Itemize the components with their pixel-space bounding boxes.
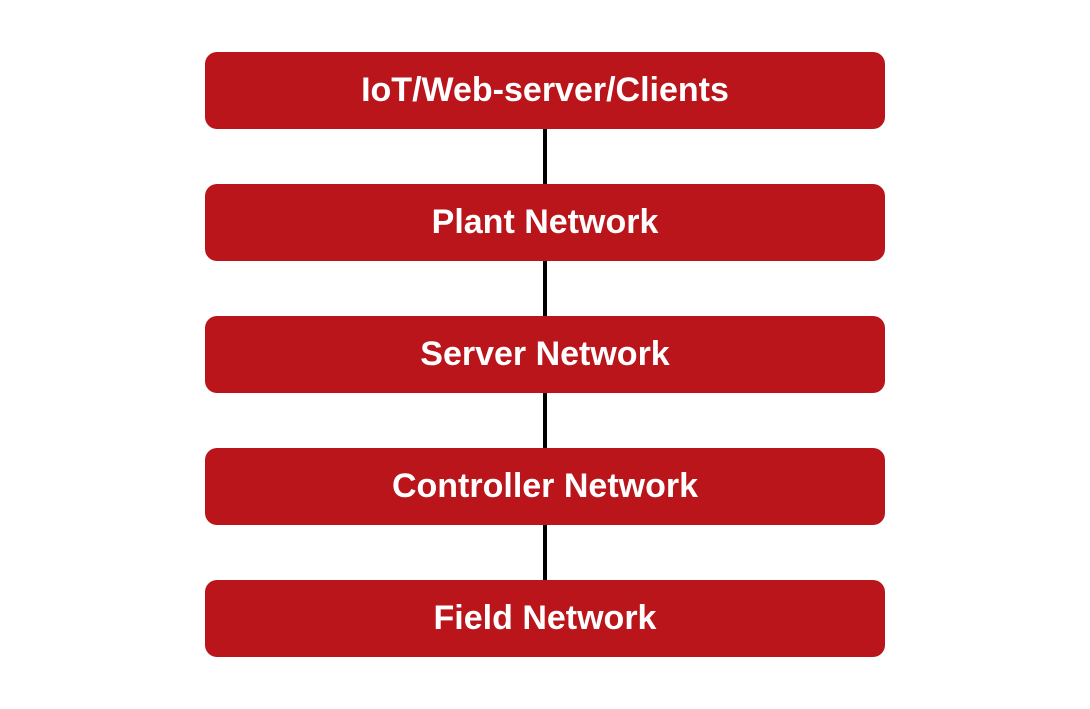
node-label: Controller Network: [392, 467, 698, 506]
connector-line: [543, 393, 547, 448]
node-iot-layer: IoT/Web-server/Clients: [205, 52, 885, 129]
connector-line: [543, 261, 547, 316]
node-label: Server Network: [420, 335, 669, 374]
network-hierarchy-diagram: IoT/Web-server/Clients Plant Network Ser…: [205, 52, 885, 657]
node-field-network: Field Network: [205, 580, 885, 657]
connector-line: [543, 129, 547, 184]
node-controller-network: Controller Network: [205, 448, 885, 525]
node-label: IoT/Web-server/Clients: [361, 71, 729, 110]
node-label: Field Network: [434, 599, 657, 638]
node-server-network: Server Network: [205, 316, 885, 393]
connector-line: [543, 525, 547, 580]
node-plant-network: Plant Network: [205, 184, 885, 261]
node-label: Plant Network: [432, 203, 659, 242]
